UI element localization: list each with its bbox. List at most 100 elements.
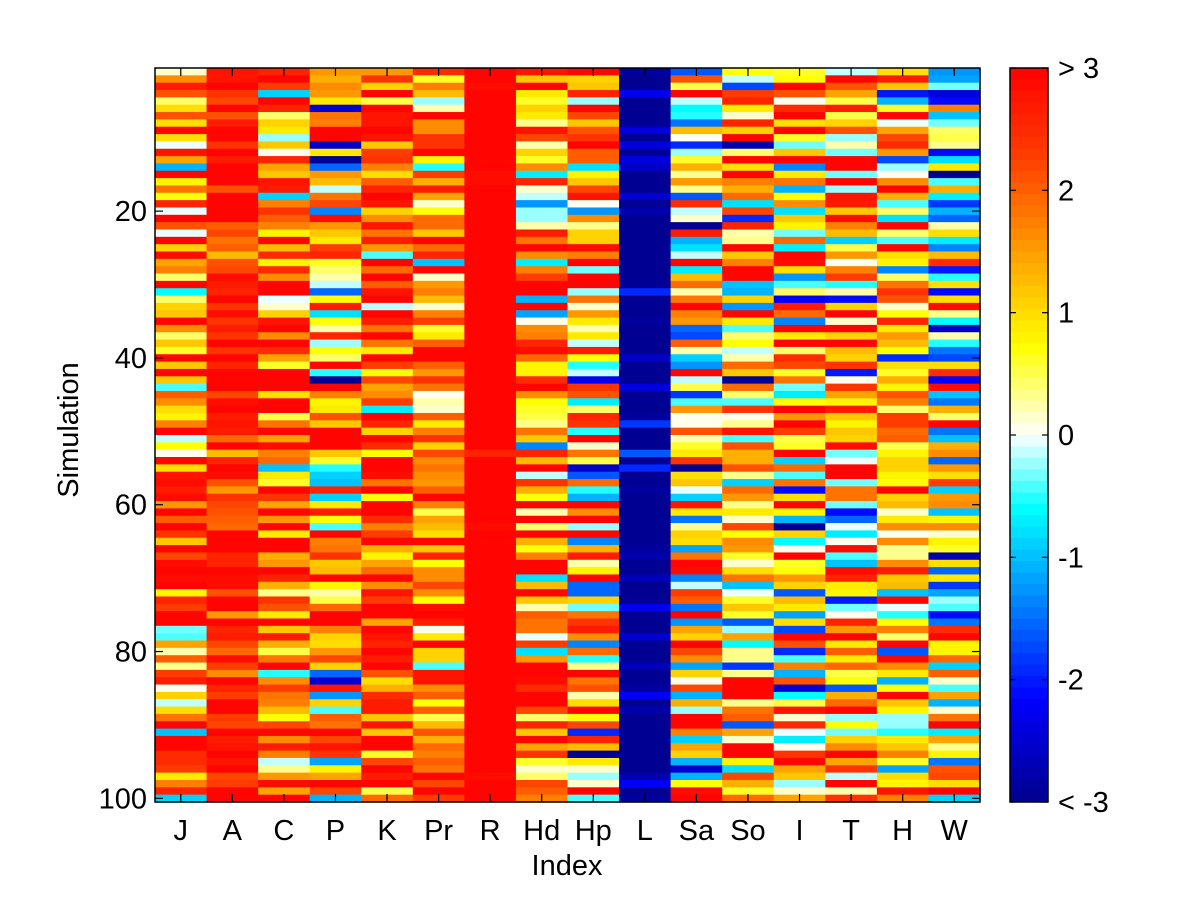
heatmap-cell [876,398,930,407]
heatmap-cell [722,134,775,142]
heatmap-cell [515,699,569,708]
heatmap-cell [206,640,259,649]
heatmap-cell [258,581,311,590]
heatmap-cell [464,728,517,737]
heatmap-cell [619,545,672,554]
heatmap-cell [258,772,311,781]
heatmap-cell [361,486,414,495]
heatmap-cell [773,390,826,399]
heatmap-cell [876,119,930,128]
heatmap-cell [155,317,208,326]
heatmap-cell [825,332,878,341]
heatmap-cell [258,787,311,796]
heatmap-cell [825,104,878,113]
heatmap-cell [722,295,775,304]
heatmap-cell [876,721,930,730]
heatmap-cell [619,280,672,289]
heatmap-cell [722,779,775,788]
heatmap-cell [206,625,259,634]
heatmap-cell [928,750,981,759]
heatmap-cell [928,361,981,370]
heatmap-cell [928,435,981,443]
heatmap-cell [155,787,208,796]
heatmap-cell [361,112,414,120]
heatmap-cell [515,75,569,84]
heatmap-cell [876,735,930,744]
heatmap-cell [825,589,878,598]
heatmap-cell [722,647,775,656]
heatmap-cell [825,368,878,377]
heatmap-cell [773,317,826,326]
heatmap-cell [670,148,723,157]
heatmap-cell [412,647,465,656]
heatmap-cell [670,229,723,238]
heatmap-cell [515,390,569,399]
heatmap-cell [876,787,930,796]
heatmap-cell [206,339,259,348]
plot-frame [154,67,981,803]
heatmap-cell [309,735,362,744]
heatmap-cell [258,141,311,150]
heatmap-cell [670,779,723,788]
heatmap-cell [206,258,259,267]
heatmap-cell [258,655,311,664]
heatmap-cell [412,559,465,568]
heatmap-cell [928,713,981,722]
heatmap-cell [928,552,981,561]
heatmap-cell [361,156,414,165]
heatmap-cell [876,743,930,752]
heatmap-cell [206,398,259,407]
heatmap-cell [825,691,878,700]
heatmap-cell [928,508,981,517]
heatmap-cell [722,787,775,796]
heatmap-cell [361,633,414,642]
heatmap-cell [309,728,362,737]
heatmap-cell [773,567,826,576]
heatmap-cell [928,354,981,363]
heatmap-cell [670,134,723,142]
heatmap-cell [670,346,723,355]
heatmap-cell [464,779,517,788]
heatmap-cell [825,552,878,561]
heatmap-cell [206,574,259,583]
heatmap-cell [361,508,414,517]
heatmap-cell [928,324,981,333]
heatmap-cell [722,75,775,84]
heatmap-cell [309,765,362,774]
heatmap-cell [361,743,414,752]
heatmap-cell [412,493,465,502]
heatmap-cell [773,427,826,436]
heatmap-cell [412,266,465,275]
heatmap-cell [670,141,723,150]
heatmap-cell [206,442,259,451]
heatmap-cell [464,412,517,421]
heatmap-cell [670,618,723,627]
heatmap-cell [258,779,311,788]
heatmap-cell [412,280,465,289]
heatmap-cell [567,420,620,429]
heatmap-cell [773,192,826,201]
heatmap-cell [206,779,259,788]
heatmap-cell [361,346,414,355]
heatmap-cell [155,545,208,554]
heatmap-cell [155,141,208,150]
heatmap-cell [412,310,465,319]
heatmap-cell [361,655,414,664]
heatmap-cell [155,508,208,517]
heatmap-cell [412,508,465,517]
heatmap-cell [464,390,517,399]
heatmap-cell [928,295,981,304]
heatmap-cell [619,112,672,120]
heatmap-cell [412,449,465,458]
heatmap-cell [464,251,517,260]
heatmap-cell [876,185,930,194]
heatmap-cell [928,618,981,627]
heatmap-cell [515,662,569,671]
heatmap-cell [567,545,620,554]
heatmap-cell [722,515,775,524]
heatmap-cell [155,163,208,172]
heatmap-cell [670,251,723,260]
heatmap-cell [773,75,826,84]
heatmap-cell [876,633,930,642]
heatmap-cell [258,515,311,524]
